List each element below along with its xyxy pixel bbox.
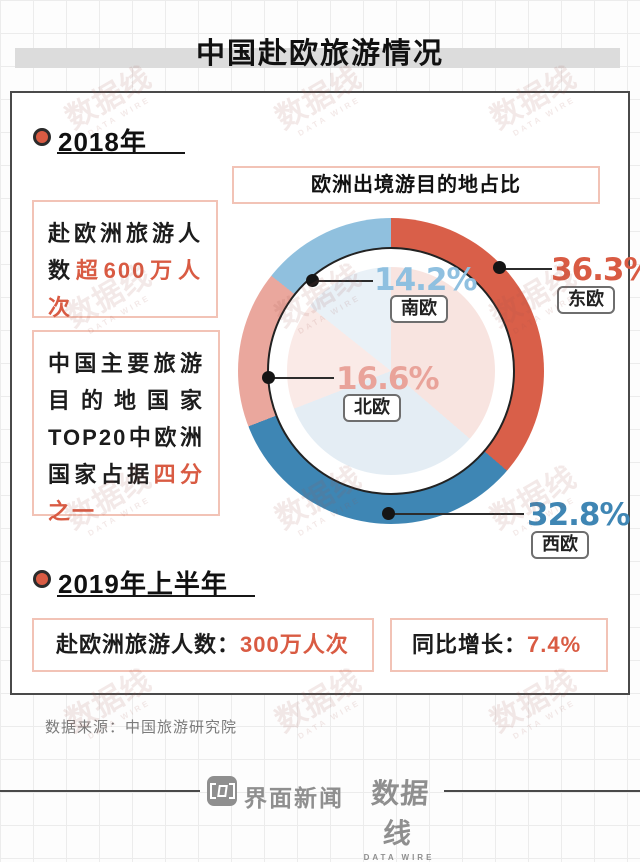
info-visitors-highlight: 超600万人次 [48,258,202,320]
stat-growth-label: 同比增长： [412,632,528,657]
chart-title: 欧洲出境游目的地占比 [232,166,600,204]
callout-south-dot [306,274,319,287]
info-visitors-text: 赴欧洲旅游人数 [48,221,202,283]
footer-line-left [0,790,200,792]
callout-west-line [394,513,524,515]
section-2018-bullet-icon [33,128,51,146]
section-2019-label: 2019年上半年 [58,569,228,599]
stat-box-visitors: 赴欧洲旅游人数：300万人次 [32,618,374,672]
callout-north-dot [262,371,275,384]
data-source: 数据来源：中国旅游研究院 [45,719,238,736]
logo-bracket-left [209,783,216,799]
page-title: 中国赴欧旅游情况 [195,38,444,70]
section-2019-underline [57,595,255,597]
stat-visitors-value: 300万人次 [240,632,349,657]
stat-growth-value: 7.4% [527,632,582,657]
footer-brand-jiemian: 界面新闻 [244,785,344,811]
callout-east-line [504,268,552,270]
title-band [15,48,620,68]
footer-line-right [444,790,640,792]
callout-west-percent: 32.8% [527,497,631,533]
donut-chart [238,218,544,524]
callout-east-percent: 36.3% [551,252,640,288]
info-box-visitors: 赴欧洲旅游人数超600万人次 [32,200,218,320]
stat-box-growth: 同比增长：7.4% [390,618,608,672]
callout-south-region: 南欧 [390,295,448,323]
callout-north-percent: 16.6% [336,361,440,397]
callout-north-line [274,377,334,379]
info-box-top20: 中国主要旅游目的地国家TOP20中欧洲国家占据四分之一 [32,330,220,524]
callout-west-region: 西欧 [531,531,589,559]
donut-hole [267,247,515,495]
jiemian-logo-icon [207,776,237,806]
datawire-logo-text: 数据线 [370,778,431,849]
callout-east-region: 东欧 [557,286,615,314]
callout-north-region: 北欧 [343,394,401,422]
footer-brand-datawire: 数据线 DATA WIRE [356,772,442,862]
callout-west-dot [382,507,395,520]
datawire-logo-subtext: DATA WIRE [363,853,435,862]
callout-south-line [317,280,373,282]
info-top20-highlight: 四分之一 [48,462,204,524]
callout-east-dot [493,261,506,274]
stat-visitors-label: 赴欧洲旅游人数： [56,632,241,657]
section-2019-bullet-icon [33,570,51,588]
callout-south-percent: 14.2% [374,262,478,298]
info-top20-text: 中国主要旅游目的地国家TOP20中欧洲国家占据 [48,351,204,487]
section-2018-underline [57,152,185,154]
logo-bracket-right [228,783,235,799]
logo-square [216,785,228,797]
footer-separator: × [330,783,339,800]
